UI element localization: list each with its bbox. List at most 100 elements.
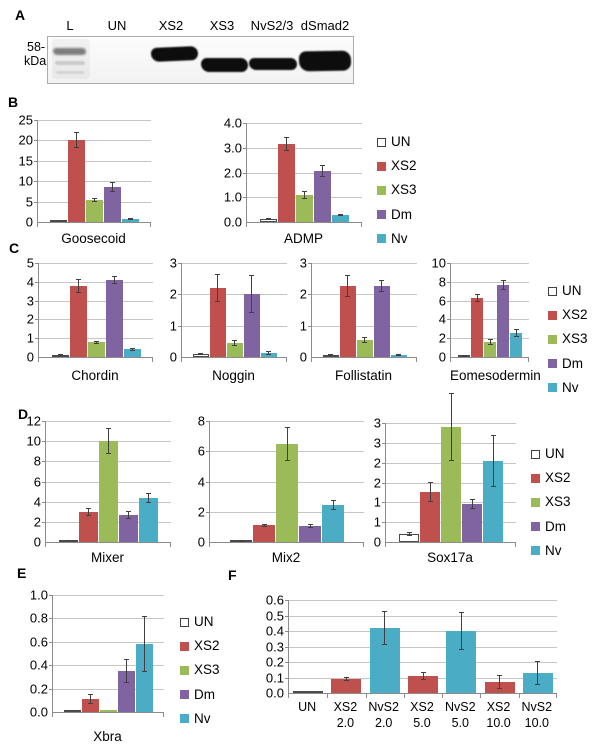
bars-group xyxy=(247,123,362,222)
x-axis-end-tick xyxy=(181,358,182,362)
y-tick-label: 1 xyxy=(26,330,34,346)
error-bar xyxy=(232,339,237,347)
x-category-line: 10.0 xyxy=(486,715,511,730)
y-tick-mark xyxy=(178,294,182,296)
error-bar xyxy=(474,294,480,302)
x-category-line: 2.0 xyxy=(336,715,355,730)
bar-chordin-xs3 xyxy=(87,342,105,357)
bar-admp-xs3 xyxy=(296,195,313,222)
error-bar xyxy=(215,273,220,303)
y-tick-label: 0.3 xyxy=(265,639,284,654)
y-tick-label: 1 xyxy=(299,318,307,334)
x-axis-end-tick xyxy=(170,543,171,547)
blot-lane-label: NvS2/3 xyxy=(250,18,294,33)
plot-area xyxy=(206,421,364,547)
legend-item-dm: Dm xyxy=(180,687,220,703)
gridline xyxy=(38,181,151,183)
gridline xyxy=(451,281,529,283)
error-bar xyxy=(111,276,117,284)
gridline xyxy=(182,294,287,296)
y-tick-label: 6 xyxy=(438,293,446,309)
error-bar xyxy=(249,274,254,314)
bar-noggin-dm xyxy=(243,294,260,357)
bar-admp-xs2 xyxy=(278,144,295,222)
bar-slot xyxy=(50,120,67,222)
gridline xyxy=(247,147,362,149)
y-tick-label: 0 xyxy=(197,534,205,550)
y-tick-label: 0.5 xyxy=(265,608,284,623)
bar-sox17a-xs2 xyxy=(420,492,440,542)
plot-area xyxy=(243,123,362,227)
y-tick-mark xyxy=(243,172,247,174)
y-tick-label: 8 xyxy=(33,453,41,469)
x-axis-end-tick xyxy=(363,543,364,547)
legend-swatch xyxy=(548,286,557,296)
blot-lane-label: XS3 xyxy=(209,18,235,33)
x-axis-tick xyxy=(403,694,405,698)
bar-slot xyxy=(289,600,327,693)
legend-swatch xyxy=(180,641,189,651)
legend-label: XS3 xyxy=(562,331,588,347)
x-category-line: XS2 xyxy=(410,700,434,714)
bar-sox17a-nv xyxy=(483,461,503,542)
y-tick-mark xyxy=(206,481,210,483)
error-bar xyxy=(406,531,412,537)
bar-slot xyxy=(278,123,295,222)
x-axis-end-tick xyxy=(450,358,451,362)
gridline xyxy=(46,421,171,422)
y-tick-mark xyxy=(285,615,289,617)
error-bar xyxy=(128,218,133,221)
bar-goosecoid-xs3 xyxy=(86,200,103,222)
bar-slot xyxy=(86,120,103,222)
legend-swatch xyxy=(548,334,557,344)
bar-noggin-xs3 xyxy=(226,343,243,357)
bar-mix2-xs2 xyxy=(253,525,275,542)
x-axis-end-tick xyxy=(385,543,386,547)
chart-noggin: 0 1 2 3 Noggin xyxy=(165,257,287,383)
legend-swatch xyxy=(548,383,557,393)
x-axis-end-tick xyxy=(163,713,164,717)
chart-follistatin: 0 1 2 3 Follistatin xyxy=(295,257,417,383)
bar-slot xyxy=(136,595,153,712)
y-tick-mark xyxy=(243,147,247,149)
y-tick-label: 1.0 xyxy=(29,587,48,603)
x-axis-end-tick xyxy=(52,713,53,717)
error-bar xyxy=(92,198,97,202)
x-axis-end-tick xyxy=(286,358,287,362)
bar-slot xyxy=(51,263,69,357)
y-tick-mark xyxy=(285,662,289,663)
y-tick-label: 0.8 xyxy=(29,610,48,626)
error-bar xyxy=(379,279,384,293)
bars-group xyxy=(210,421,364,542)
legend-label: UN xyxy=(545,446,565,461)
legend-label: XS3 xyxy=(545,494,571,510)
bars-group xyxy=(182,263,287,357)
error-bar xyxy=(198,353,203,355)
bar-xbra-xs2 xyxy=(82,699,99,712)
y-tick-mark xyxy=(49,665,53,667)
plot-area xyxy=(49,595,164,717)
y-tick-label: 3 xyxy=(373,415,381,431)
plot-area xyxy=(34,120,151,227)
x-category-line: NvS2 xyxy=(444,700,476,714)
error-bar xyxy=(513,328,519,338)
kda-marker-value: 58- xyxy=(27,40,46,54)
y-tick-label: 2 xyxy=(438,330,446,346)
bar-mixer-nv xyxy=(139,498,158,542)
plot-area xyxy=(308,263,417,362)
y-tick-mark xyxy=(382,502,386,504)
x-category-label: NvS2 10.0 xyxy=(518,700,556,731)
y-tick-label: 10 xyxy=(18,173,33,189)
gridline xyxy=(39,338,153,340)
y-axis-labels: 0.0 1.0 2.0 3.0 4.0 xyxy=(216,117,246,229)
chart-dose_response: 0.0 0.1 0.2 0.3 0.4 0.5 0.6 UN XS2 2.0 NvS2 2.0 XS2 5… xyxy=(262,594,557,731)
bar-chordin-dm xyxy=(105,280,123,357)
bar-mixer-dm xyxy=(119,515,138,542)
y-tick-label: 1.0 xyxy=(223,189,242,205)
legend-swatch xyxy=(377,161,386,171)
y-axis-labels: 0 1 2 3 xyxy=(295,257,311,364)
legend-swatch xyxy=(377,137,386,147)
y-tick-mark xyxy=(35,300,39,302)
blot-lane-label: dSmad2 xyxy=(300,18,350,33)
blot-lane-label: XS2 xyxy=(158,18,184,33)
